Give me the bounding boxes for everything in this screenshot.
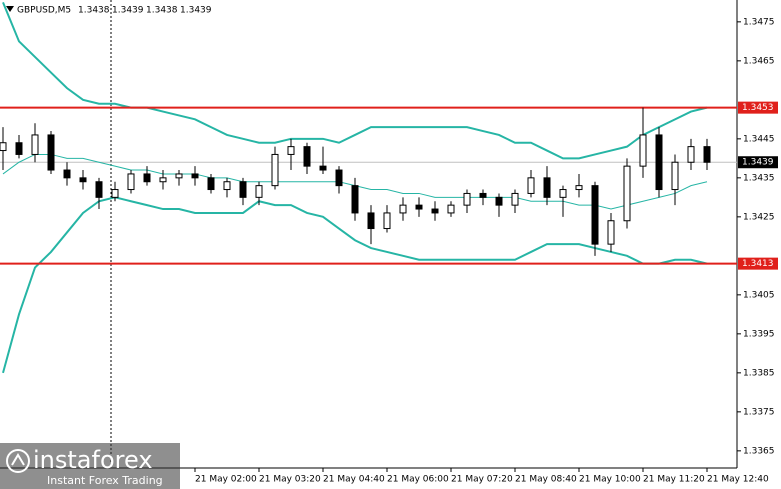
logo-mark: [11, 453, 25, 466]
candle-body: [111, 189, 119, 198]
x-tick-label: 21 May 06:00: [387, 475, 449, 485]
candle-body: [479, 192, 487, 198]
level-label-bg: [738, 101, 778, 114]
x-tick-label: 21 May 03:20: [259, 475, 321, 485]
menu-arrow: [6, 6, 14, 12]
y-tick-label: 1.3395: [743, 329, 775, 339]
candle-body: [143, 173, 151, 183]
x-tick-label: 21 May 11:20: [643, 475, 705, 485]
candle-body: [383, 212, 391, 230]
y-tick-label: 1.3385: [743, 368, 775, 378]
candle-body: [335, 169, 343, 187]
y-tick-label: 1.3445: [743, 134, 775, 144]
y-tick-label: 1.3425: [743, 212, 775, 222]
candle-body: [687, 146, 695, 163]
candle-body: [463, 192, 471, 206]
y-tick-label: 1.3365: [743, 446, 775, 456]
y-tick-label: 1.3465: [743, 56, 775, 66]
header-price: 1.3438: [78, 6, 110, 16]
band-line: [2, 1, 708, 160]
y-tick-label: 1.3475: [743, 17, 775, 27]
candle-body: [575, 185, 583, 191]
candle-body: [639, 134, 647, 167]
header-price: 1.3438: [146, 6, 178, 16]
watermark-bg: [0, 443, 180, 489]
header-ohlc: 1.3438 1.3439 1.3438 1.3439: [78, 6, 212, 16]
candle-body: [63, 169, 71, 179]
candle-body: [223, 181, 231, 191]
band-line: [2, 196, 708, 374]
candle-body: [415, 204, 423, 210]
candle-body: [207, 177, 215, 191]
candle-body: [399, 204, 407, 214]
level-label-bg: [738, 257, 778, 270]
candle-body: [367, 212, 375, 230]
y-tick-label: 1.3375: [743, 407, 775, 417]
candle-body: [79, 177, 87, 183]
candle-body: [447, 204, 455, 214]
level-label: 1.3413: [742, 259, 774, 269]
candle-body: [159, 177, 167, 183]
candle-body: [175, 173, 183, 179]
candle-body: [351, 185, 359, 214]
x-tick-label: 21 May 08:40: [515, 475, 577, 485]
candle-body: [95, 181, 103, 198]
candle-body: [15, 142, 23, 155]
watermark-brand: instaforex: [33, 446, 153, 474]
last-price-bg: [738, 156, 778, 169]
candle-body: [255, 185, 263, 198]
candle-body: [431, 208, 439, 214]
x-tick-label: 21 May 02:00: [195, 475, 257, 485]
candle-body: [527, 177, 535, 194]
candle-body: [31, 134, 39, 155]
candle-body: [303, 146, 311, 167]
y-tick-label: 1.3435: [743, 173, 775, 183]
x-tick-label: 21 May 07:20: [451, 475, 513, 485]
logo-icon: [6, 449, 30, 473]
plot-area: [0, 1, 737, 374]
candle-body: [495, 196, 503, 206]
candle-body: [655, 134, 663, 191]
candle-body: [671, 161, 679, 191]
candle-body: [543, 177, 551, 198]
candle-body: [287, 146, 295, 155]
candle-body: [127, 173, 135, 191]
candle-body: [47, 134, 55, 171]
level-label: 1.3453: [742, 103, 774, 113]
symbol: GBPUSD,M5: [17, 6, 71, 16]
header-price: 1.3439: [112, 6, 144, 16]
candle-body: [623, 165, 631, 222]
candle-body: [239, 181, 247, 198]
candle-body: [703, 146, 711, 163]
x-tick-label: 21 May 04:40: [323, 475, 385, 485]
candle-body: [511, 192, 519, 206]
watermark-tagline: Instant Forex Trading: [47, 474, 163, 487]
candle-body: [0, 142, 7, 152]
candle-body: [319, 165, 327, 171]
candle-body: [559, 189, 567, 198]
x-tick-label: 21 May 12:40: [707, 475, 769, 485]
candle-body: [591, 185, 599, 245]
x-tick-label: 21 May 10:00: [579, 475, 641, 485]
last-price-label: 1.3439: [742, 158, 774, 168]
watermark: instaforex Instant Forex Trading: [0, 443, 180, 489]
y-tick-label: 1.3405: [743, 290, 775, 300]
candle-body: [607, 220, 615, 245]
candle-body: [191, 173, 199, 179]
candle-body: [271, 153, 279, 187]
header-price: 1.3439: [180, 6, 212, 16]
